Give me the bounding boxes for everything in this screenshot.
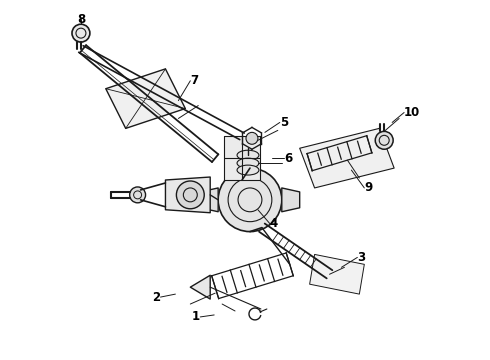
Circle shape bbox=[218, 168, 282, 231]
Polygon shape bbox=[282, 188, 300, 212]
Circle shape bbox=[176, 181, 204, 209]
Text: 10: 10 bbox=[404, 106, 420, 119]
Ellipse shape bbox=[237, 150, 259, 160]
Text: 8: 8 bbox=[77, 13, 85, 26]
Polygon shape bbox=[224, 136, 260, 180]
Text: 6: 6 bbox=[284, 152, 292, 165]
Polygon shape bbox=[190, 275, 210, 299]
Ellipse shape bbox=[237, 165, 259, 175]
Circle shape bbox=[246, 132, 258, 144]
Circle shape bbox=[327, 268, 343, 284]
Ellipse shape bbox=[237, 158, 259, 168]
Polygon shape bbox=[166, 177, 210, 213]
Polygon shape bbox=[106, 69, 185, 129]
Text: 5: 5 bbox=[280, 116, 288, 129]
Text: 2: 2 bbox=[152, 291, 161, 303]
Circle shape bbox=[375, 131, 393, 149]
Circle shape bbox=[72, 24, 90, 42]
Text: 3: 3 bbox=[357, 251, 366, 264]
Polygon shape bbox=[200, 188, 218, 212]
Text: 9: 9 bbox=[365, 181, 372, 194]
Polygon shape bbox=[300, 129, 394, 188]
Polygon shape bbox=[310, 255, 365, 294]
Text: 7: 7 bbox=[190, 74, 198, 87]
Circle shape bbox=[130, 187, 146, 203]
Text: 1: 1 bbox=[192, 310, 200, 323]
Text: 4: 4 bbox=[270, 217, 278, 230]
